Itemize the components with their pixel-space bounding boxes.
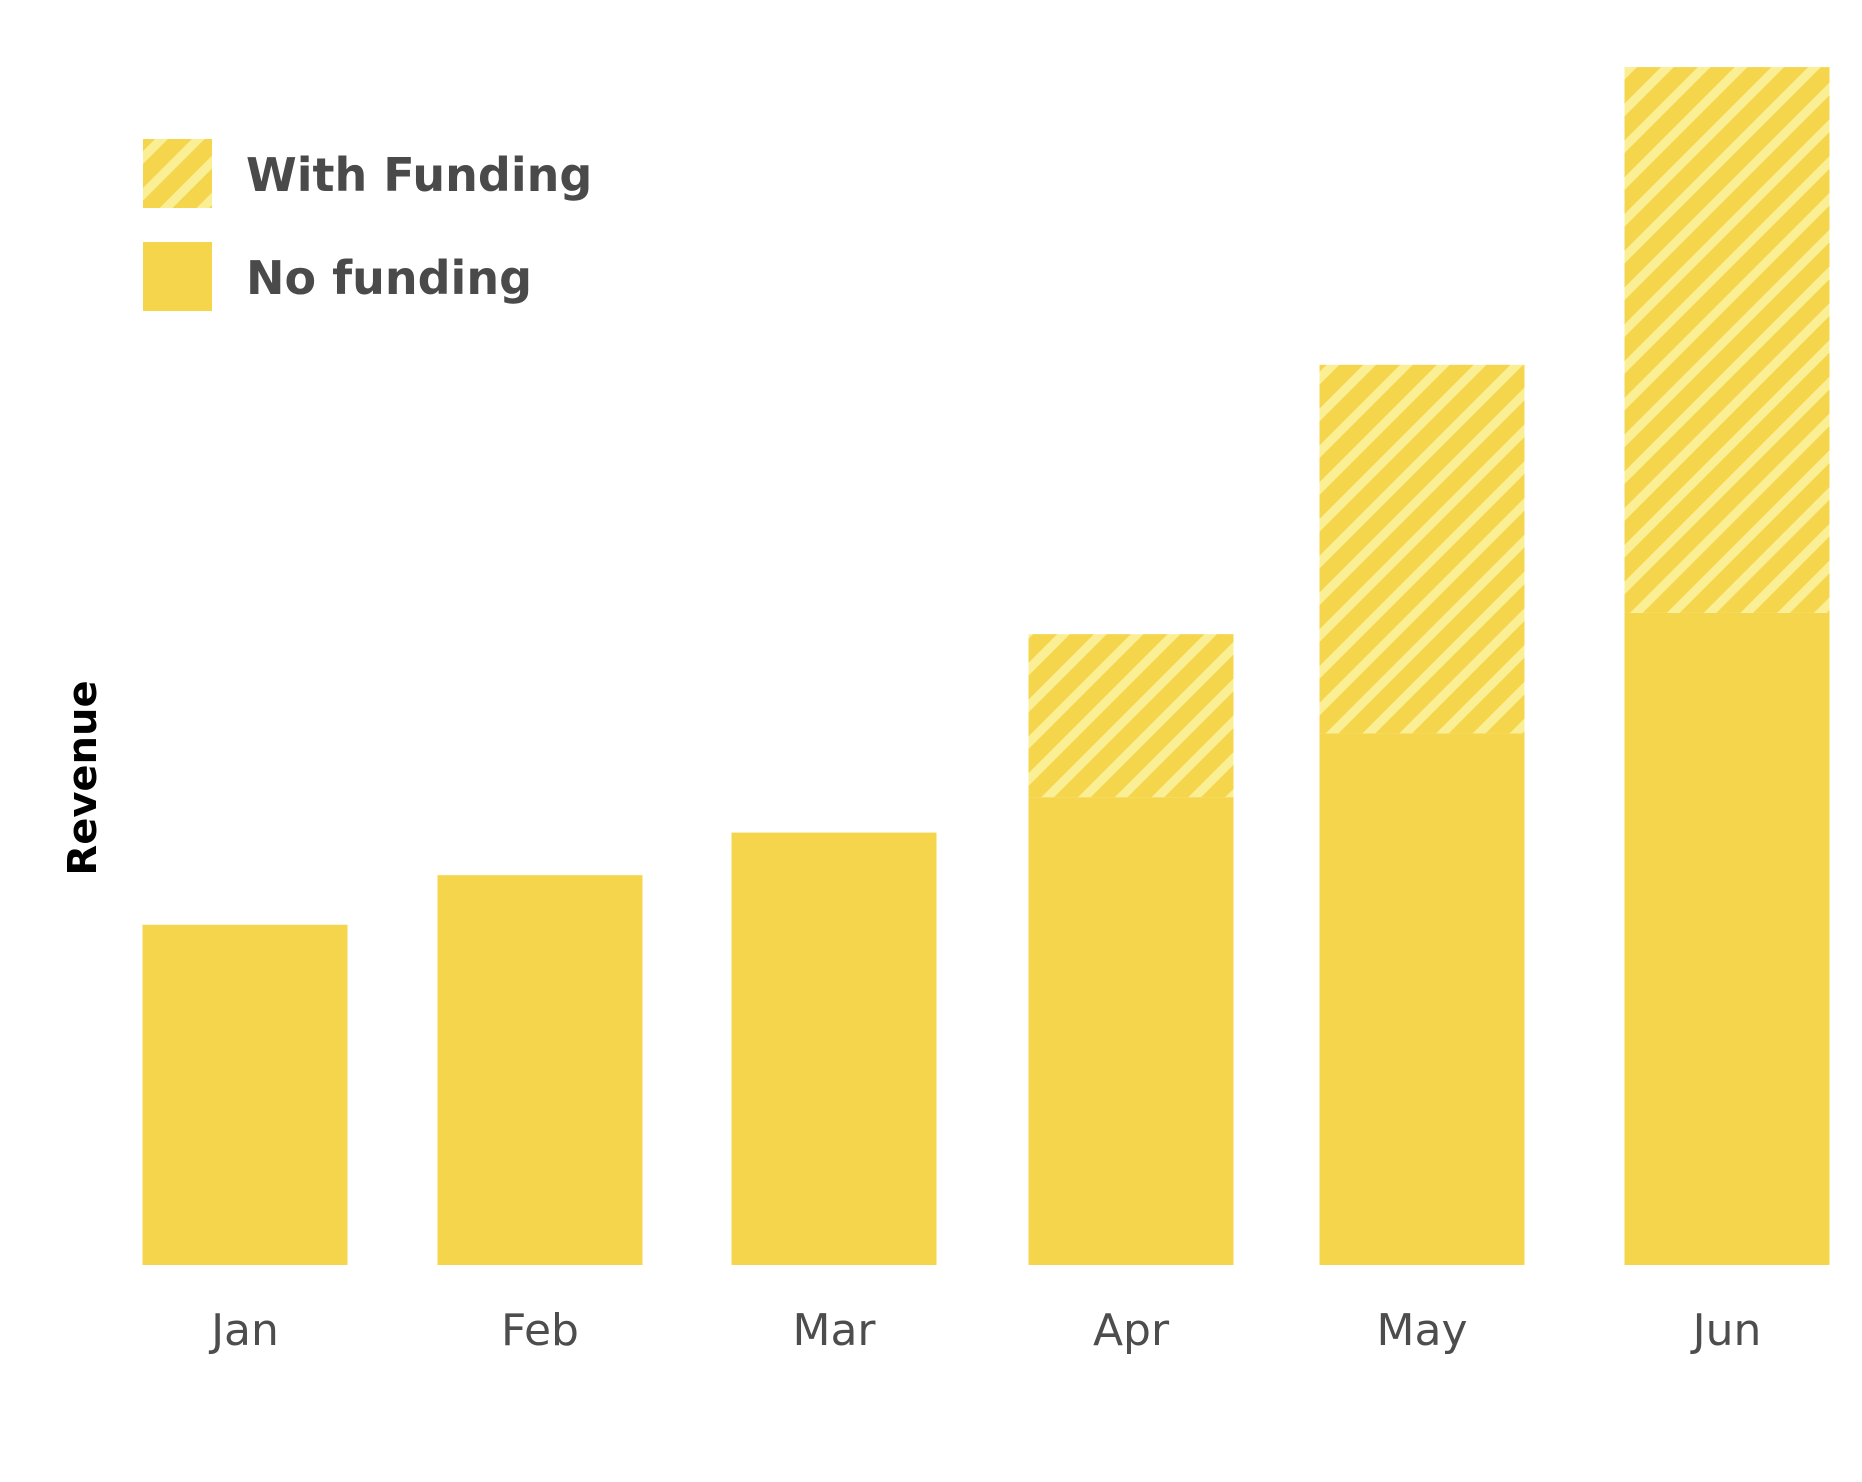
legend-label-with-funding: With Funding bbox=[246, 148, 592, 202]
x-axis-ticks: Jan Feb Mar Apr May Jun bbox=[208, 1305, 1761, 1356]
bar-no-funding-mar bbox=[731, 832, 937, 1265]
bar-no-funding-feb bbox=[437, 875, 643, 1265]
bar-no-funding-jun bbox=[1624, 612, 1830, 1265]
bar-with-funding-apr bbox=[1028, 634, 1234, 798]
bars-group bbox=[142, 67, 1830, 1265]
bar-no-funding-apr bbox=[1028, 797, 1234, 1265]
x-tick-label-apr: Apr bbox=[1093, 1305, 1170, 1356]
bar-with-funding-may bbox=[1319, 364, 1525, 734]
bar-no-funding-jan bbox=[142, 924, 348, 1265]
bar-no-funding-may bbox=[1319, 733, 1525, 1265]
x-tick-label-may: May bbox=[1377, 1305, 1468, 1356]
bar-with-funding-jun bbox=[1624, 67, 1830, 613]
legend: With Funding No funding bbox=[143, 139, 592, 311]
x-tick-label-jan: Jan bbox=[208, 1305, 279, 1356]
x-tick-label-jun: Jun bbox=[1690, 1305, 1762, 1356]
x-tick-label-mar: Mar bbox=[792, 1305, 876, 1356]
legend-swatch-no-funding bbox=[143, 242, 212, 311]
legend-swatch-with-funding bbox=[143, 139, 212, 208]
x-tick-label-feb: Feb bbox=[501, 1305, 579, 1356]
y-axis-label: Revenue bbox=[60, 680, 106, 875]
legend-label-no-funding: No funding bbox=[246, 251, 532, 305]
